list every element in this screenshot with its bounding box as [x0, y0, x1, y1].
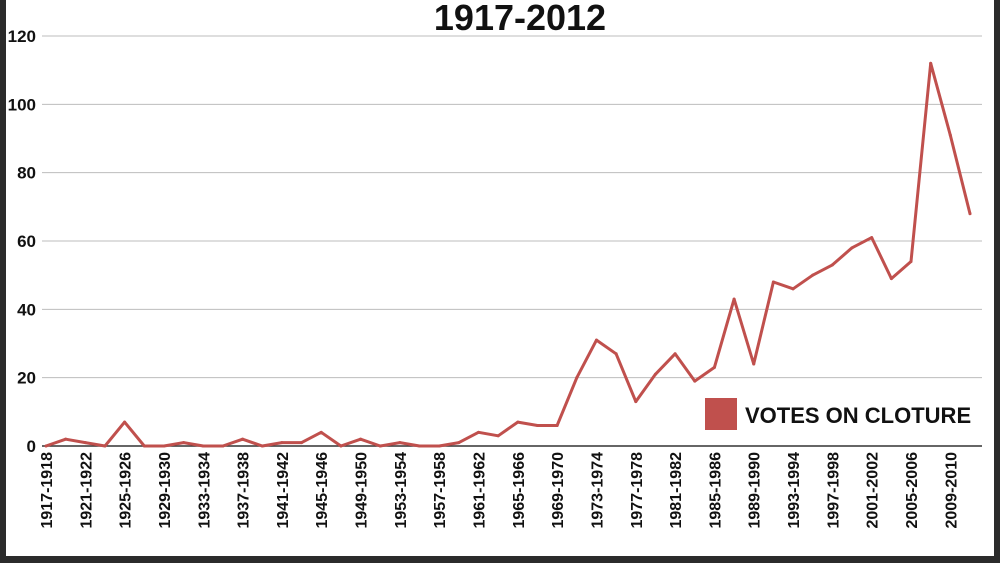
y-tick-label: 80 [17, 164, 36, 183]
x-tick-label: 1921-1922 [78, 452, 95, 529]
data-point [968, 212, 972, 216]
x-tick-label: 1973-1974 [589, 452, 606, 529]
data-point [241, 437, 245, 441]
data-point [477, 430, 481, 434]
data-point [870, 236, 874, 240]
data-point [83, 441, 87, 445]
x-tick-label: 2009-2010 [943, 452, 960, 529]
x-tick-label: 1933-1934 [196, 452, 213, 529]
data-point [64, 437, 68, 441]
y-axis: 0 20 40 60 80 100 120 [8, 27, 36, 456]
data-point [319, 430, 323, 434]
series-line [44, 61, 972, 448]
data-point [201, 444, 205, 448]
x-tick-label: 2005-2006 [904, 452, 921, 529]
data-point [535, 424, 539, 427]
data-point [123, 420, 127, 424]
data-point [889, 277, 893, 281]
x-tick-label: 1941-1942 [275, 452, 292, 529]
data-point [791, 287, 795, 291]
data-point [44, 444, 48, 448]
data-point [182, 441, 186, 445]
data-point [359, 437, 363, 441]
x-tick-label: 1961-1962 [472, 452, 489, 529]
data-point [653, 372, 657, 376]
data-point [457, 441, 461, 445]
x-tick-label: 2001-2002 [865, 452, 882, 529]
y-tick-label: 100 [8, 95, 36, 114]
y-tick-label: 0 [27, 437, 36, 456]
data-point [929, 61, 933, 65]
data-point [673, 352, 677, 356]
data-point [339, 444, 343, 448]
x-tick-label: 1949-1950 [354, 452, 371, 529]
x-tick-label: 1945-1946 [314, 452, 331, 529]
data-point [850, 246, 854, 250]
data-point [948, 133, 952, 137]
grid-lines [42, 35, 982, 447]
data-point [300, 441, 304, 445]
data-point [555, 424, 559, 427]
x-axis: 1917-1918 1921-1922 1925-1926 1929-1930 1933… [39, 452, 960, 529]
x-tick-label: 1993-1994 [786, 452, 803, 529]
data-point [771, 280, 775, 284]
data-point [103, 444, 107, 448]
data-point [732, 297, 736, 301]
series-layer [44, 61, 972, 448]
data-point [142, 444, 146, 448]
data-point [496, 434, 500, 438]
y-tick-label: 120 [8, 27, 36, 46]
data-point [221, 444, 225, 448]
x-tick-label: 1937-1938 [236, 452, 253, 529]
x-tick-label: 1917-1918 [39, 452, 56, 529]
chart-frame: 0 20 40 60 80 100 120 1917-1918 1921-1922 1925-1… [6, 0, 994, 556]
legend-label: VOTES ON CLOTURE [745, 403, 971, 428]
x-tick-label: 1925-1926 [118, 452, 135, 529]
x-tick-label: 1989-1990 [747, 452, 764, 529]
data-point [712, 365, 716, 369]
data-point [418, 444, 422, 448]
data-point [830, 263, 834, 267]
x-tick-label: 1985-1986 [707, 452, 724, 529]
x-tick-label: 1929-1930 [157, 452, 174, 529]
data-point [398, 441, 402, 445]
data-point [693, 379, 697, 383]
data-point [575, 376, 579, 380]
line-chart: 0 20 40 60 80 100 120 1917-1918 1921-1922 1925-1… [8, 0, 982, 529]
x-tick-label: 1965-1966 [511, 452, 528, 529]
legend-swatch [705, 398, 737, 430]
data-point [162, 444, 166, 448]
data-point [516, 420, 520, 424]
data-point [594, 338, 598, 342]
y-tick-label: 40 [17, 300, 36, 319]
data-point [260, 444, 264, 448]
data-point [811, 273, 815, 277]
y-tick-label: 60 [17, 232, 36, 251]
x-tick-label: 1981-1982 [668, 452, 685, 529]
y-tick-label: 20 [17, 369, 36, 388]
chart-title: 1917-2012 [434, 0, 606, 38]
x-tick-label: 1977-1978 [629, 452, 646, 529]
data-point [634, 400, 638, 404]
legend: VOTES ON CLOTURE [705, 398, 971, 430]
data-point [909, 260, 913, 263]
data-point [614, 352, 618, 356]
data-point [378, 444, 382, 448]
x-tick-label: 1997-1998 [825, 452, 842, 529]
x-tick-label: 1969-1970 [550, 452, 567, 529]
data-point [437, 444, 441, 448]
data-point [280, 441, 284, 445]
x-tick-label: 1953-1954 [393, 452, 410, 529]
x-tick-label: 1957-1958 [432, 452, 449, 529]
data-point [752, 362, 756, 366]
